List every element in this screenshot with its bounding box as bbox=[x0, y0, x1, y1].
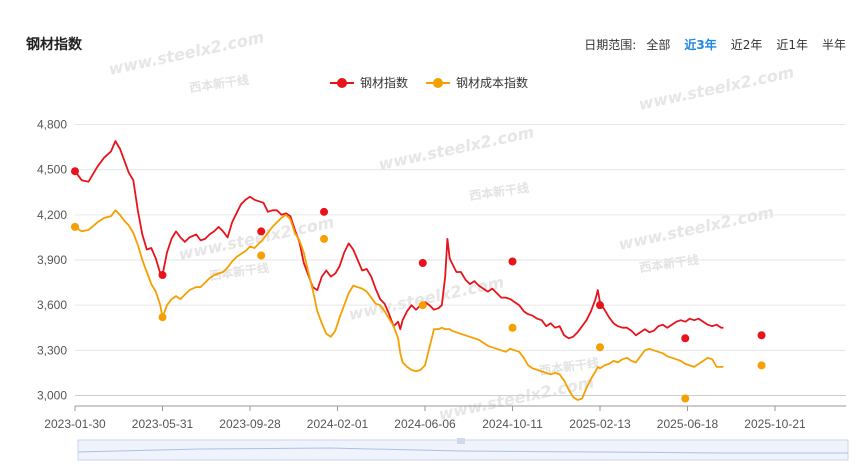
page-title: 钢材指数 bbox=[26, 37, 82, 53]
x-axis: 2023-01-30 2023-05-31 2023-09-28 2024-02-01… bbox=[44, 405, 846, 431]
cost-index-point bbox=[596, 343, 604, 352]
steel-index-point bbox=[71, 167, 79, 176]
date-range-label: 日期范围: bbox=[584, 38, 637, 52]
zoom-slider[interactable] bbox=[77, 438, 849, 461]
x-tick-label: 2025-06-18 bbox=[657, 417, 719, 431]
cost-index-point bbox=[757, 361, 766, 370]
steel-index-point bbox=[158, 271, 167, 280]
legend-swatch-cost bbox=[426, 77, 450, 89]
legend-item-cost[interactable]: 钢材成本指数 bbox=[426, 74, 528, 91]
steel-index-point bbox=[757, 331, 766, 340]
watermark-text: www.steelx2.com bbox=[617, 202, 776, 254]
legend-label-steel: 钢材指数 bbox=[359, 76, 408, 90]
watermark-text: www.steelx2.com bbox=[107, 27, 266, 79]
zoom-preview-line bbox=[77, 447, 848, 454]
y-axis: 4,800 4,500 4,200 3,900 3,600 3,300 3,000 bbox=[37, 118, 67, 403]
watermark-logo: 西本新干线 bbox=[468, 180, 530, 203]
cost-index-point bbox=[158, 313, 167, 322]
grid-lines bbox=[75, 124, 846, 396]
x-tick-label: 2023-01-30 bbox=[44, 417, 106, 431]
cost-index-line bbox=[74, 209, 724, 401]
range-option-1y[interactable]: 近1年 bbox=[776, 38, 808, 52]
steel-index-line bbox=[74, 140, 724, 340]
x-tick-label: 2024-02-01 bbox=[307, 417, 369, 431]
range-option-all[interactable]: 全部 bbox=[646, 38, 671, 52]
steel-index-point bbox=[320, 207, 329, 216]
cost-index-point bbox=[320, 234, 329, 243]
x-tick-label: 2025-02-13 bbox=[569, 417, 631, 431]
y-tick-label: 3,300 bbox=[37, 343, 67, 357]
cost-index-point bbox=[71, 222, 79, 231]
cost-index-point bbox=[681, 394, 690, 403]
range-option-3y[interactable]: 近3年 bbox=[684, 38, 717, 52]
watermark-layer: www.steelx2.com www.steelx2.com www.steelx… bbox=[107, 27, 796, 424]
steel-index-point bbox=[418, 259, 427, 268]
y-tick-label: 3,000 bbox=[37, 388, 67, 402]
y-tick-label: 4,500 bbox=[37, 163, 67, 177]
y-tick-label: 3,900 bbox=[37, 253, 67, 267]
range-option-half-year[interactable]: 半年 bbox=[821, 38, 846, 52]
steel-index-point bbox=[681, 334, 690, 343]
steel-index-point bbox=[257, 227, 266, 236]
date-range-selector: 日期范围: 全部 近3年 近2年 近1年 半年 bbox=[584, 36, 846, 53]
x-tick-label: 2025-10-21 bbox=[744, 417, 806, 431]
y-tick-label: 4,800 bbox=[37, 118, 67, 132]
zoom-handle bbox=[457, 438, 465, 444]
watermark-logo: 西本新干线 bbox=[638, 252, 700, 275]
steel-index-point bbox=[596, 301, 604, 310]
steel-index-point bbox=[508, 257, 517, 266]
series-markers bbox=[71, 167, 766, 403]
watermark-logo: 西本新干线 bbox=[188, 72, 250, 95]
legend-label-cost: 钢材成本指数 bbox=[456, 76, 529, 90]
y-tick-label: 3,600 bbox=[37, 298, 67, 312]
x-tick-label: 2024-06-06 bbox=[394, 417, 456, 431]
watermark-text: www.steelx2.com bbox=[177, 212, 336, 264]
cost-index-point bbox=[418, 301, 427, 310]
x-tick-label: 2023-09-28 bbox=[219, 417, 281, 431]
y-tick-label: 4,200 bbox=[37, 208, 67, 222]
cost-index-point bbox=[508, 323, 517, 332]
watermark-text: www.steelx2.com bbox=[377, 122, 536, 174]
range-option-2y[interactable]: 近2年 bbox=[730, 38, 763, 52]
legend-swatch-steel bbox=[329, 77, 354, 89]
legend-item-steel[interactable]: 钢材指数 bbox=[329, 74, 408, 91]
cost-index-point bbox=[257, 251, 266, 260]
x-tick-label: 2023-05-31 bbox=[132, 417, 194, 431]
x-tick-label: 2024-10-11 bbox=[482, 417, 543, 431]
watermark-text: www.steelx2.com bbox=[637, 62, 796, 114]
series-lines bbox=[74, 140, 724, 401]
watermark-logo: 西本新干线 bbox=[208, 260, 270, 283]
chart-legend: 钢材指数 钢材成本指数 bbox=[0, 74, 858, 91]
